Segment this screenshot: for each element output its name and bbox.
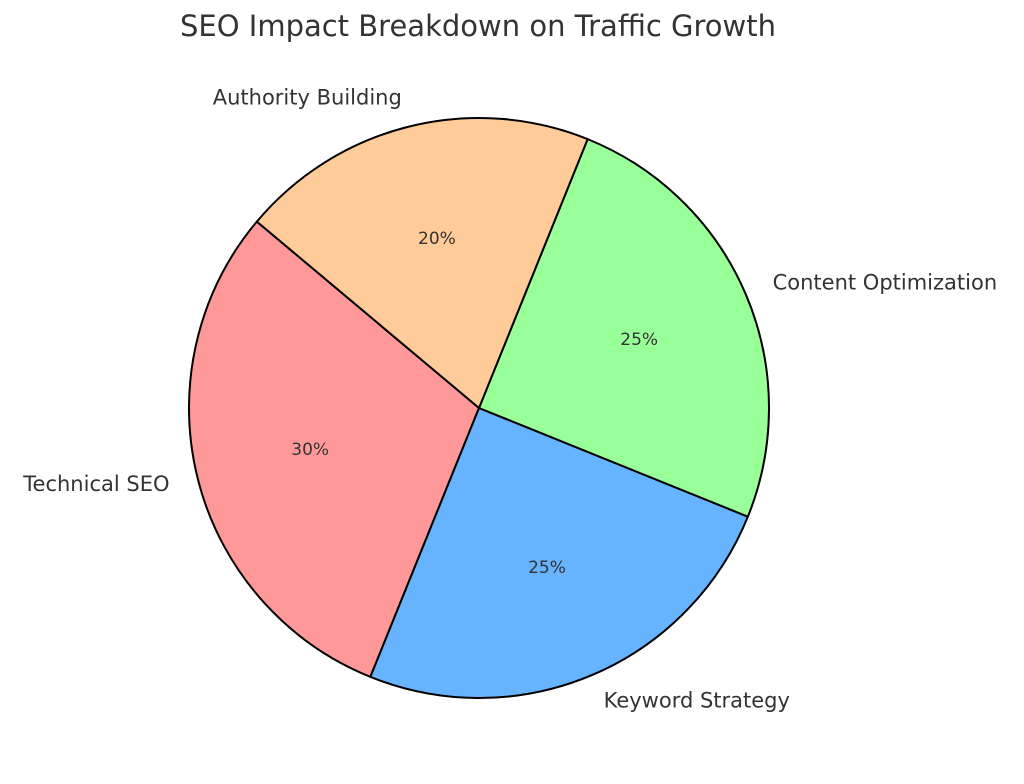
chart-title: SEO Impact Breakdown on Traffic Growth bbox=[180, 9, 776, 43]
pie-labels: Technical SEO 30% Keyword Strategy 25% Conte… bbox=[22, 86, 997, 713]
pct-label-technical-seo: 30% bbox=[291, 440, 329, 460]
pct-label-authority-building: 20% bbox=[418, 229, 456, 249]
slice-label-content-optimization: Content Optimization bbox=[773, 270, 998, 294]
slice-keyword-strategy bbox=[369, 407, 749, 699]
pie-slices bbox=[188, 117, 770, 699]
pct-label-content-optimization: 25% bbox=[620, 330, 658, 350]
slice-label-technical-seo: Technical SEO bbox=[22, 472, 169, 496]
slice-technical-seo bbox=[188, 220, 480, 678]
slice-content-optimization bbox=[478, 138, 770, 518]
slice-authority-building bbox=[255, 117, 589, 409]
pct-label-keyword-strategy: 25% bbox=[528, 558, 566, 578]
slice-label-keyword-strategy: Keyword Strategy bbox=[604, 689, 790, 713]
slice-label-authority-building: Authority Building bbox=[213, 86, 402, 110]
